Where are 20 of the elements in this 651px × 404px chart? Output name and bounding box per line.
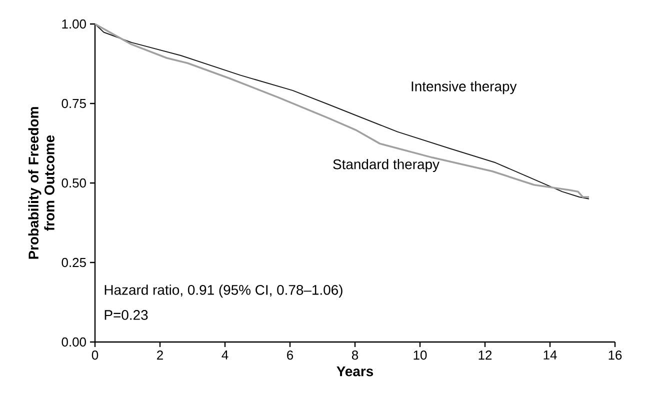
x-tick-label: 12 bbox=[478, 350, 492, 360]
x-tick-label: 4 bbox=[222, 350, 228, 360]
x-tick-label: 16 bbox=[608, 350, 622, 360]
annotation: Hazard ratio, 0.91 (95% CI, 0.78–1.06) bbox=[104, 284, 342, 298]
y-tick-label: 0.00 bbox=[62, 337, 86, 347]
x-tick-label: 14 bbox=[544, 350, 557, 360]
x-tick-label: 0 bbox=[92, 350, 98, 360]
text: Intensive therapy bbox=[412, 81, 517, 94]
y-axis-title: Probability of Freedom from Outcome bbox=[28, 107, 54, 259]
series-label: Standard therapy bbox=[333, 159, 440, 172]
x-tick-label: 10 bbox=[414, 350, 427, 360]
x-axis-title: Years bbox=[336, 366, 374, 376]
y-tick-label: 0.25 bbox=[62, 258, 86, 268]
x-tick-label: 2 bbox=[157, 350, 163, 360]
y-tick-label: 1.00 bbox=[62, 19, 86, 29]
y-tick-label: 0.50 bbox=[62, 178, 86, 188]
x-tick-label: 8 bbox=[352, 350, 358, 360]
x-tick-label: 6 bbox=[287, 350, 294, 360]
annotation: P=0.23 bbox=[104, 310, 148, 320]
y-tick-label: 0.75 bbox=[62, 98, 86, 108]
